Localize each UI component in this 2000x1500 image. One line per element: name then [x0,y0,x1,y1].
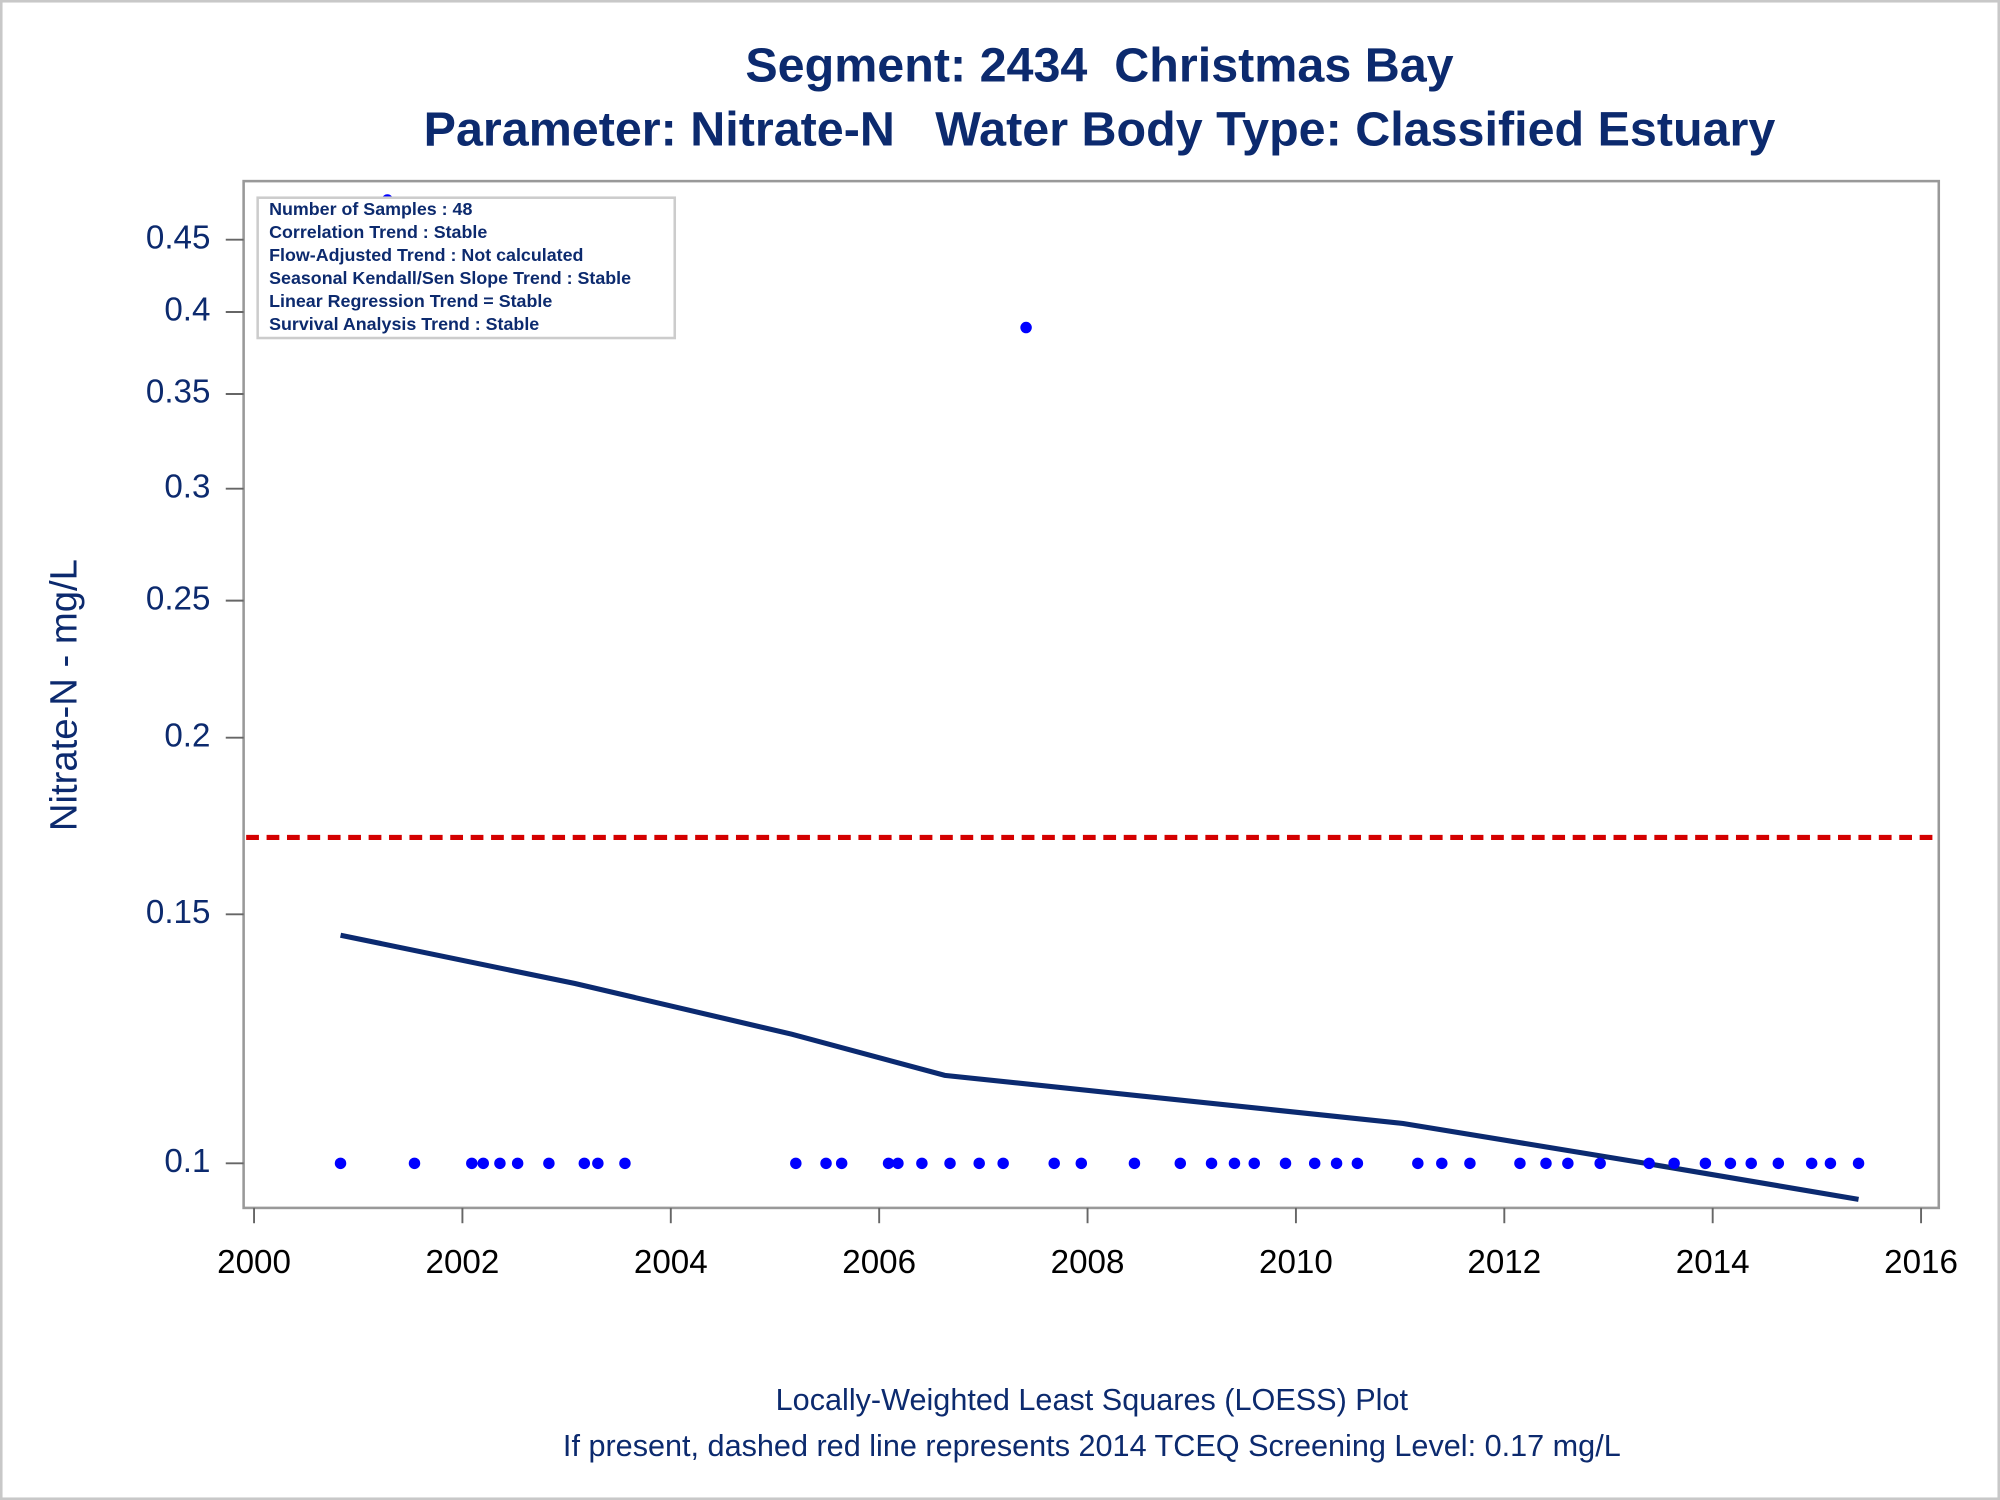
data-point [1279,1157,1292,1170]
y-axis-label: Nitrate-N - mg/L [42,559,85,831]
y-tick-label: 0.2 [164,717,210,754]
data-point [408,1157,421,1170]
data-point [1643,1157,1655,1170]
stats-line: Correlation Trend : Stable [269,222,487,242]
data-point [1594,1157,1606,1170]
x-tick-label: 2016 [1884,1244,1958,1281]
data-point [1514,1157,1526,1170]
stats-line: Linear Regression Trend = Stable [269,291,552,311]
x-tick-label: 2008 [1051,1244,1125,1281]
stats-line: Number of Samples : 48 [269,199,472,219]
footnote: Locally-Weighted Least Squares (LOESS) P… [776,1383,1409,1417]
data-point [916,1157,928,1170]
y-tick-label: 0.4 [164,292,210,329]
x-tick-label: 2010 [1259,1244,1333,1281]
data-point [1464,1157,1476,1170]
x-tick-label: 2004 [634,1244,708,1281]
data-point [1745,1157,1757,1170]
y-tick-label: 0.35 [146,374,211,411]
data-point [494,1157,506,1170]
x-tick-label: 2000 [217,1244,291,1281]
data-point [1205,1157,1218,1170]
data-point [334,1157,347,1170]
chart-title: Segment: 2434 Christmas Bay [745,39,1453,93]
y-tick-label: 0.25 [146,580,211,617]
y-tick-label: 0.1 [164,1143,210,1180]
data-point [882,1157,895,1170]
data-point [511,1157,524,1170]
data-point [619,1157,631,1170]
data-point [1174,1157,1187,1170]
data-point [1562,1157,1574,1170]
y-tick-label: 0.15 [146,894,211,931]
data-point [1248,1157,1260,1170]
data-point [1412,1157,1424,1170]
stats-line: Seasonal Kendall/Sen Slope Trend : Stabl… [269,268,631,288]
stats-line: Survival Analysis Trend : Stable [269,314,539,334]
data-point [1308,1157,1321,1170]
data-point [1228,1157,1241,1170]
data-point [592,1157,604,1170]
data-point [892,1157,904,1170]
data-point [1128,1157,1141,1170]
data-point [466,1157,478,1170]
x-tick-label: 2012 [1467,1244,1541,1281]
data-point [1805,1157,1818,1170]
data-point [1668,1157,1680,1170]
data-point [1048,1157,1060,1170]
data-point [1772,1157,1785,1170]
x-tick-label: 2002 [426,1244,500,1281]
x-tick-label: 2006 [842,1244,916,1281]
data-point [1540,1157,1552,1170]
data-point [944,1157,956,1170]
data-point [820,1157,832,1170]
data-point [1330,1157,1343,1170]
data-point [973,1157,985,1170]
data-point [1852,1157,1865,1170]
data-point [1699,1157,1712,1170]
y-tick-label: 0.45 [146,219,211,256]
stats-line: Flow-Adjusted Trend : Not calculated [269,245,583,265]
data-point [1351,1157,1364,1170]
footnote: If present, dashed red line represents 2… [563,1429,1621,1463]
chart-subtitle: Parameter: Nitrate-N Water Body Type: Cl… [424,102,1776,156]
data-point [1020,321,1032,334]
data-point [543,1157,555,1170]
data-point [1075,1157,1088,1170]
y-tick-label: 0.3 [164,468,210,505]
data-point [997,1157,1009,1170]
data-point [1724,1157,1737,1170]
data-point [1824,1157,1837,1170]
data-point [790,1157,802,1170]
stats-box [256,196,677,340]
data-point [835,1157,848,1170]
data-point [578,1157,591,1170]
x-tick-label: 2014 [1676,1244,1750,1281]
data-point [477,1157,489,1170]
data-point [1436,1157,1448,1170]
plot-area [242,179,1941,1210]
